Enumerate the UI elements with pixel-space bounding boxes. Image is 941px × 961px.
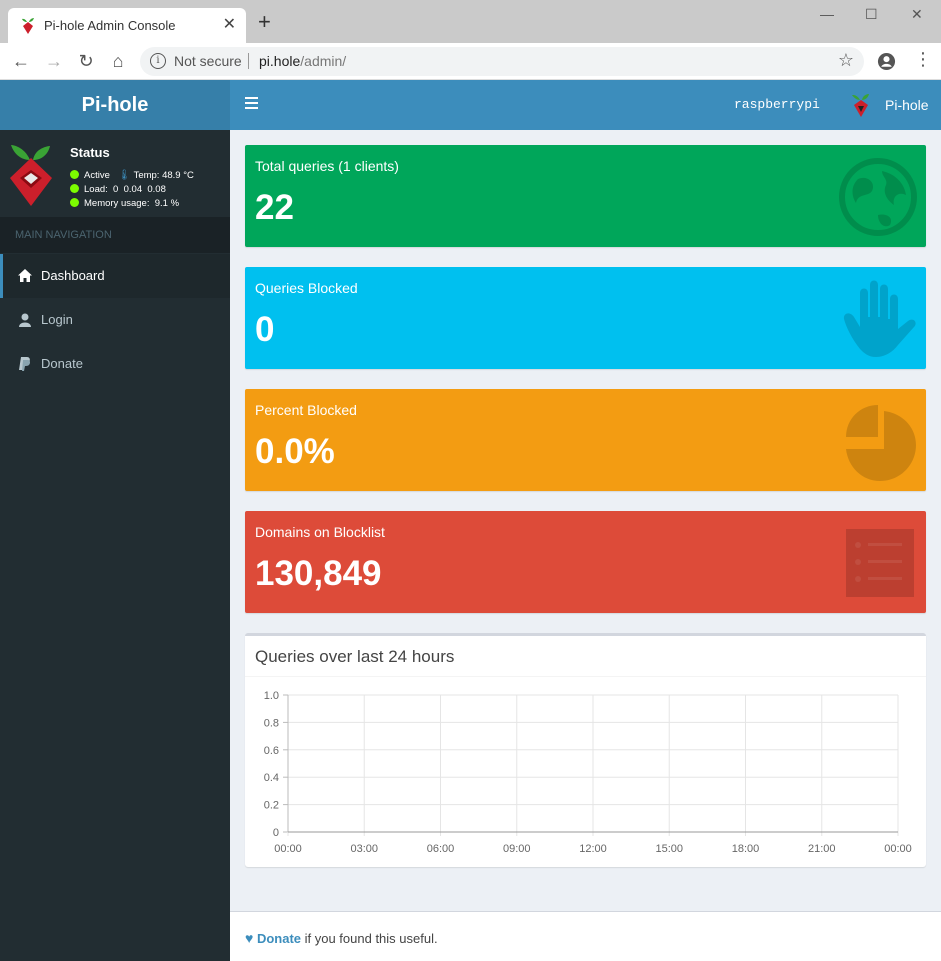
sidebar-item-login[interactable]: Login (0, 298, 230, 342)
hand-icon (843, 280, 916, 357)
pihole-logo-icon (10, 145, 52, 206)
status-active: Active (84, 170, 110, 181)
globe-icon (839, 158, 917, 236)
status-active-line: Active 🌡 Temp: 48.9 °C (70, 170, 194, 181)
info-icon[interactable]: i (150, 53, 166, 69)
chart-xtick-label: 03:00 (350, 843, 378, 855)
status-memory: Memory usage: 9.1 % (84, 198, 180, 209)
address-bar[interactable]: i Not secure pi.hole/admin/ ☆ (140, 47, 864, 76)
chart-ytick-label: 0.6 (264, 745, 279, 757)
chart-divider (245, 676, 926, 677)
stat-percent-blocked: Percent Blocked 0.0% (245, 389, 926, 491)
new-tab-button[interactable]: + (258, 9, 271, 34)
tab-title: Pi-hole Admin Console (44, 18, 176, 33)
menu-dots-icon[interactable]: ⋮ (914, 49, 932, 69)
minimize-icon[interactable]: — (820, 6, 834, 22)
window-close-icon[interactable]: ✕ (911, 6, 923, 22)
browser-tab[interactable]: Pi-hole Admin Console ✕ (8, 8, 246, 43)
stat-label: Domains on Blocklist (255, 524, 385, 540)
list-icon (846, 529, 914, 597)
app-logo[interactable]: Pi-hole (0, 80, 230, 130)
profile-icon[interactable] (877, 52, 896, 71)
chart-xtick-label: 21:00 (808, 843, 836, 855)
sidebar-toggle-icon[interactable] (245, 97, 258, 109)
stat-value: 0.0% (255, 432, 335, 471)
browser-toolbar: ← → ↻ ⌂ i Not secure pi.hole/admin/ ☆ ⋮ (0, 43, 941, 80)
stat-value: 130,849 (255, 554, 382, 593)
status-ok-icon (70, 170, 79, 179)
stat-label: Percent Blocked (255, 402, 357, 418)
status-title: Status (70, 145, 110, 160)
paypal-icon (19, 357, 31, 371)
top-navbar: raspberrypi Pi-hole (230, 80, 941, 130)
sidebar-item-label: Donate (41, 356, 83, 371)
user-name[interactable]: Pi-hole (885, 97, 929, 113)
pihole-favicon-icon (22, 18, 34, 34)
stat-value: 22 (255, 188, 294, 227)
stat-total-queries: Total queries (1 clients) 22 (245, 145, 926, 247)
chart-ytick-label: 0 (273, 827, 279, 839)
status-panel: Status Active 🌡 Temp: 48.9 °C Load: 0 0.04… (0, 130, 230, 216)
app: Pi-hole raspberrypi Pi-hole Status Activ… (0, 80, 941, 961)
status-memory-line: Memory usage: 9.1 % (70, 198, 179, 209)
browser-tabstrip: Pi-hole Admin Console ✕ + — ☐ ✕ (0, 0, 941, 43)
chart-ytick-label: 0.2 (264, 800, 279, 812)
maximize-icon[interactable]: ☐ (865, 6, 878, 22)
hostname: raspberrypi (734, 97, 820, 112)
home-icon[interactable]: ⌂ (112, 51, 124, 71)
security-label: Not secure (174, 53, 242, 69)
sidebar-item-donate[interactable]: Donate (0, 342, 230, 386)
url-host: pi.hole (259, 53, 301, 69)
chart-ytick-label: 1.0 (264, 690, 279, 702)
sidebar: Status Active 🌡 Temp: 48.9 °C Load: 0 0.04… (0, 130, 230, 961)
status-temp: Temp: 48.9 °C (133, 170, 194, 181)
chart-xtick-label: 00:00 (884, 843, 912, 855)
sidebar-item-dashboard[interactable]: Dashboard (0, 254, 230, 298)
footer: ♥ Donate if you found this useful. (230, 911, 941, 961)
nav-header: MAIN NAVIGATION (0, 217, 230, 253)
pie-chart-icon (846, 405, 916, 481)
omnibox-divider (248, 53, 249, 69)
chart-ytick-label: 0.8 (264, 717, 279, 729)
stat-label: Queries Blocked (255, 280, 358, 296)
pihole-user-avatar[interactable] (850, 92, 872, 118)
thermometer-icon: 🌡 (117, 170, 131, 181)
footer-donate-link[interactable]: Donate (256, 931, 301, 946)
url-path: /admin/ (300, 53, 347, 69)
forward-icon[interactable]: → (45, 51, 63, 71)
chart-xtick-label: 09:00 (503, 843, 531, 855)
chart-xtick-label: 00:00 (274, 843, 302, 855)
chart-xtick-label: 06:00 (427, 843, 455, 855)
url-text[interactable]: pi.hole/admin/ (259, 53, 346, 69)
reload-icon[interactable]: ↻ (78, 51, 94, 71)
status-load-line: Load: 0 0.04 0.08 (70, 184, 166, 195)
back-icon[interactable]: ← (12, 51, 30, 71)
stat-label: Total queries (1 clients) (255, 158, 399, 174)
chart-ytick-label: 0.4 (264, 772, 279, 784)
stat-value: 0 (255, 310, 275, 349)
footer-text: ♥ Donate if you found this useful. (245, 930, 438, 946)
status-load: Load: 0 0.04 0.08 (84, 184, 166, 195)
sidebar-item-label: Dashboard (41, 268, 105, 283)
chart-xtick-label: 18:00 (732, 843, 760, 855)
heart-icon: ♥ (245, 930, 254, 946)
status-ok-icon (70, 184, 79, 193)
user-icon (19, 313, 31, 327)
stat-queries-blocked: Queries Blocked 0 (245, 267, 926, 369)
stat-domains-blocklist: Domains on Blocklist 130,849 (245, 511, 926, 613)
status-ok-icon (70, 198, 79, 207)
main-content: Total queries (1 clients) 22 Queries Blo… (230, 130, 941, 911)
chart-xtick-label: 15:00 (655, 843, 683, 855)
chart-xtick-label: 12:00 (579, 843, 607, 855)
sidebar-item-label: Login (41, 312, 73, 327)
chart-title: Queries over last 24 hours (255, 647, 455, 666)
bookmark-star-icon[interactable]: ☆ (837, 50, 854, 70)
queries-chart-box: Queries over last 24 hours 1.0 0.8 0.6 0.4 0… (245, 633, 926, 867)
home-icon (18, 269, 32, 282)
footer-tagline: if you found this useful. (301, 931, 438, 946)
queries-chart: 1.0 0.8 0.6 0.4 0.2 0 00:00 03:00 06:00 09:00 12:0… (264, 690, 912, 855)
close-tab-icon[interactable]: ✕ (222, 16, 236, 33)
